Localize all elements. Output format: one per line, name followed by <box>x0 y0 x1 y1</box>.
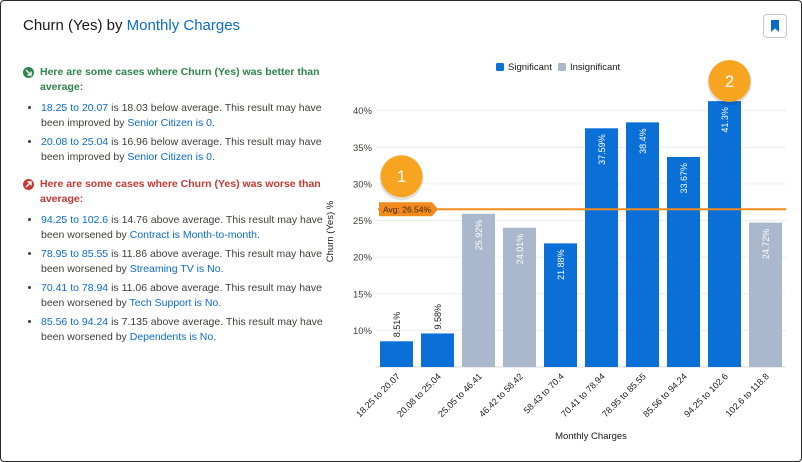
insight-text: is 16.96 below average. This result may … <box>41 136 322 163</box>
insight-text: is 18.03 below average. This result may … <box>41 102 322 129</box>
bar-value-label: 24.72% <box>761 229 771 260</box>
title-by: by <box>106 17 123 34</box>
worse-header: Here are some cases where Churn (Yes) wa… <box>23 177 323 207</box>
bar-value-label: 33.67% <box>679 163 689 194</box>
insight-text: is 11.86 above average. This result may … <box>41 248 322 275</box>
range-link[interactable]: 85.56 to 94.24 <box>41 316 109 328</box>
factor-link[interactable]: Senior Citizen is 0. <box>127 151 215 163</box>
arrow-down-right-icon <box>23 67 34 78</box>
bar[interactable] <box>667 157 700 367</box>
y-tick-label: 25% <box>353 216 373 227</box>
bar[interactable] <box>708 101 741 368</box>
better-header-text: Here are some cases where Churn (Yes) wa… <box>40 66 320 93</box>
better-list: 18.25 to 20.07 is 18.03 below average. T… <box>23 101 323 165</box>
average-label: Avg: 26.54% <box>383 205 431 215</box>
insight-text: is 14.76 above average. This result may … <box>41 214 323 241</box>
worse-item: 78.95 to 85.55 is 11.86 above average. T… <box>41 247 323 277</box>
bar-value-label: 24.01% <box>515 234 525 265</box>
bar[interactable] <box>544 243 577 367</box>
x-tick-label: 102.6 to 118.8 <box>724 371 771 418</box>
bar[interactable] <box>503 227 536 367</box>
range-link[interactable]: 20.08 to 25.04 <box>41 136 109 148</box>
callout-marker[interactable] <box>380 155 423 198</box>
insights-panel: Here are some cases where Churn (Yes) wa… <box>23 65 323 349</box>
worse-header-text: Here are some cases where Churn (Yes) wa… <box>40 178 321 205</box>
bar[interactable] <box>585 128 618 367</box>
x-tick-label: 58.43 to 70.4 <box>522 371 566 415</box>
bar-value-label: 38.4% <box>638 128 648 154</box>
bookmark-button[interactable] <box>763 14 787 38</box>
range-link[interactable]: 18.25 to 20.07 <box>41 102 109 114</box>
y-tick-label: 15% <box>353 289 373 300</box>
factor-link[interactable]: Tech Support is No. <box>129 297 222 309</box>
bar-value-label: 9.58% <box>433 304 443 330</box>
worse-item: 70.41 to 78.94 is 11.06 above average. T… <box>41 281 323 311</box>
factor-link[interactable]: Streaming TV is No. <box>129 263 224 275</box>
x-tick-label: 46.42 to 58.42 <box>477 371 525 419</box>
legend-label-insignificant: Insignificant <box>570 62 621 73</box>
y-tick-label: 35% <box>353 143 373 154</box>
arrow-up-right-icon <box>23 179 34 190</box>
insight-text: is 11.06 above average. This result may … <box>41 282 322 309</box>
legend-swatch-significant <box>496 63 504 71</box>
better-item: 20.08 to 25.04 is 16.96 below average. T… <box>41 135 323 165</box>
bar-value-label: 37.59% <box>597 134 607 165</box>
factor-link[interactable]: Senior Citizen is 0. <box>127 117 215 129</box>
y-tick-label: 20% <box>353 253 373 264</box>
y-tick-label: 40% <box>353 106 373 117</box>
better-header: Here are some cases where Churn (Yes) wa… <box>23 65 323 95</box>
y-tick-label: 30% <box>353 179 373 190</box>
title-field-link[interactable]: Monthly Charges <box>126 17 241 34</box>
bar-value-label: 21.88% <box>556 249 566 280</box>
factor-link[interactable]: Contract is Month-to-month. <box>129 229 260 241</box>
card-title: Churn (Yes) by Monthly Charges <box>23 17 240 34</box>
better-item: 18.25 to 20.07 is 18.03 below average. T… <box>41 101 323 131</box>
y-axis-label: Churn (Yes) % <box>325 200 336 262</box>
range-link[interactable]: 70.41 to 78.94 <box>41 282 109 294</box>
bar-value-label: 25.92% <box>474 220 484 251</box>
worse-list: 94.25 to 102.6 is 14.76 above average. T… <box>23 213 323 345</box>
callout-marker[interactable] <box>708 60 751 102</box>
bar-value-label: 8.51% <box>392 312 402 338</box>
bar[interactable] <box>421 333 454 367</box>
bar[interactable] <box>626 122 659 367</box>
bar[interactable] <box>749 222 782 367</box>
range-link[interactable]: 94.25 to 102.6 <box>41 214 109 226</box>
churn-bar-chart: 10% 15% 20% 25% 30% 35% 40% Churn (Yes) % 8.51% 1… <box>325 60 786 442</box>
bar-value-label: 41.3% <box>720 107 730 133</box>
legend-swatch-insignificant <box>558 63 566 71</box>
range-link[interactable]: 78.95 to 85.55 <box>41 248 109 260</box>
legend-label-significant: Significant <box>508 62 552 73</box>
callout-number: 1 <box>397 167 406 186</box>
bar[interactable] <box>462 213 495 367</box>
x-axis-label: Monthly Charges <box>555 431 627 442</box>
y-tick-label: 10% <box>353 326 373 337</box>
worse-item: 85.56 to 94.24 is 7.135 above average. T… <box>41 315 323 345</box>
factor-link[interactable]: Dependents is No. <box>129 331 217 343</box>
bar[interactable] <box>380 341 413 367</box>
callout-number: 2 <box>725 72 734 91</box>
bookmark-icon <box>771 20 779 32</box>
average-tag <box>379 202 438 217</box>
title-measure: Churn (Yes) <box>23 17 103 34</box>
insight-text: is 7.135 above average. This result may … <box>41 316 323 343</box>
worse-item: 94.25 to 102.6 is 14.76 above average. T… <box>41 213 323 243</box>
